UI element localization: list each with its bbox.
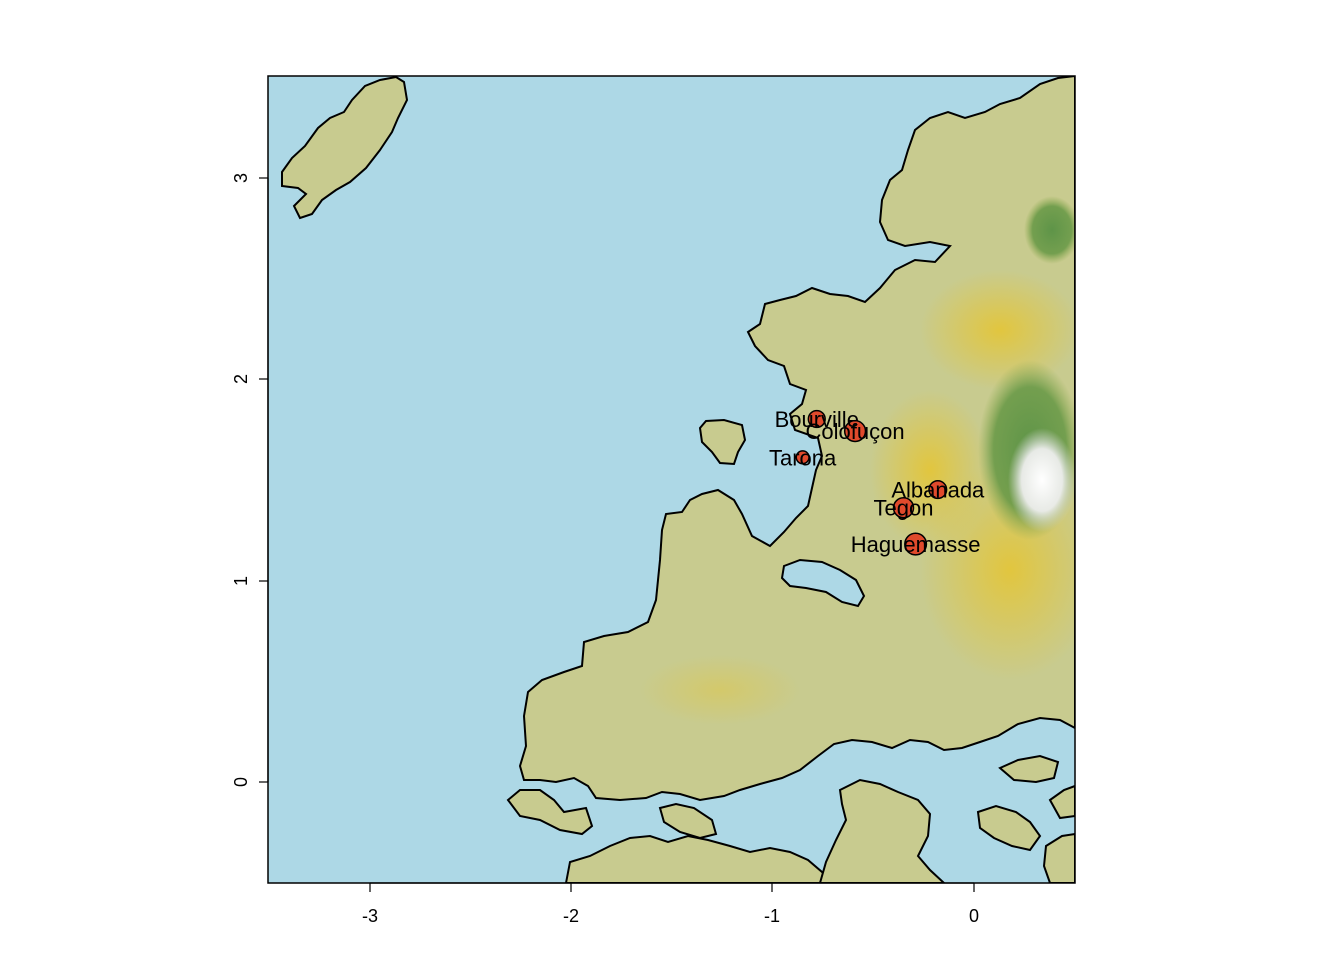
y-tick-label: 1 <box>231 576 251 586</box>
northwest-island <box>281 76 409 220</box>
x-axis: -3 -2 -1 0 <box>362 882 979 926</box>
southern-coast <box>564 834 834 883</box>
x-tick-label: -2 <box>563 906 579 926</box>
x-tick-label: -1 <box>764 906 780 926</box>
southern-coast <box>1042 832 1075 883</box>
city-label: Tegon <box>874 496 934 521</box>
small-island <box>698 418 747 466</box>
southern-coast <box>1048 784 1075 820</box>
y-axis: 0 1 2 3 <box>231 173 269 787</box>
city-label: Colofuçon <box>806 419 905 444</box>
city-marker <box>904 532 928 556</box>
x-tick-label: -3 <box>362 906 378 926</box>
inland-lake <box>780 558 866 608</box>
city-marker <box>843 419 867 443</box>
southern-coast <box>818 778 946 883</box>
southern-coast <box>976 804 1042 852</box>
city-marker <box>928 480 948 500</box>
city-marker <box>807 409 826 429</box>
y-tick-label: 0 <box>231 777 251 787</box>
southern-coast <box>506 789 594 836</box>
city-label: Bourville <box>775 407 859 432</box>
southern-coast <box>658 802 718 840</box>
city-label: Haguemasse <box>851 532 981 557</box>
y-tick-label: 2 <box>231 374 251 384</box>
city-label: Albanada <box>891 478 985 503</box>
city-marker <box>795 450 810 465</box>
city-marker <box>892 496 915 519</box>
x-tick-label: 0 <box>969 906 979 926</box>
southern-coast <box>998 754 1060 784</box>
city-label: Tarona <box>769 445 837 470</box>
y-tick-label: 3 <box>231 173 251 183</box>
